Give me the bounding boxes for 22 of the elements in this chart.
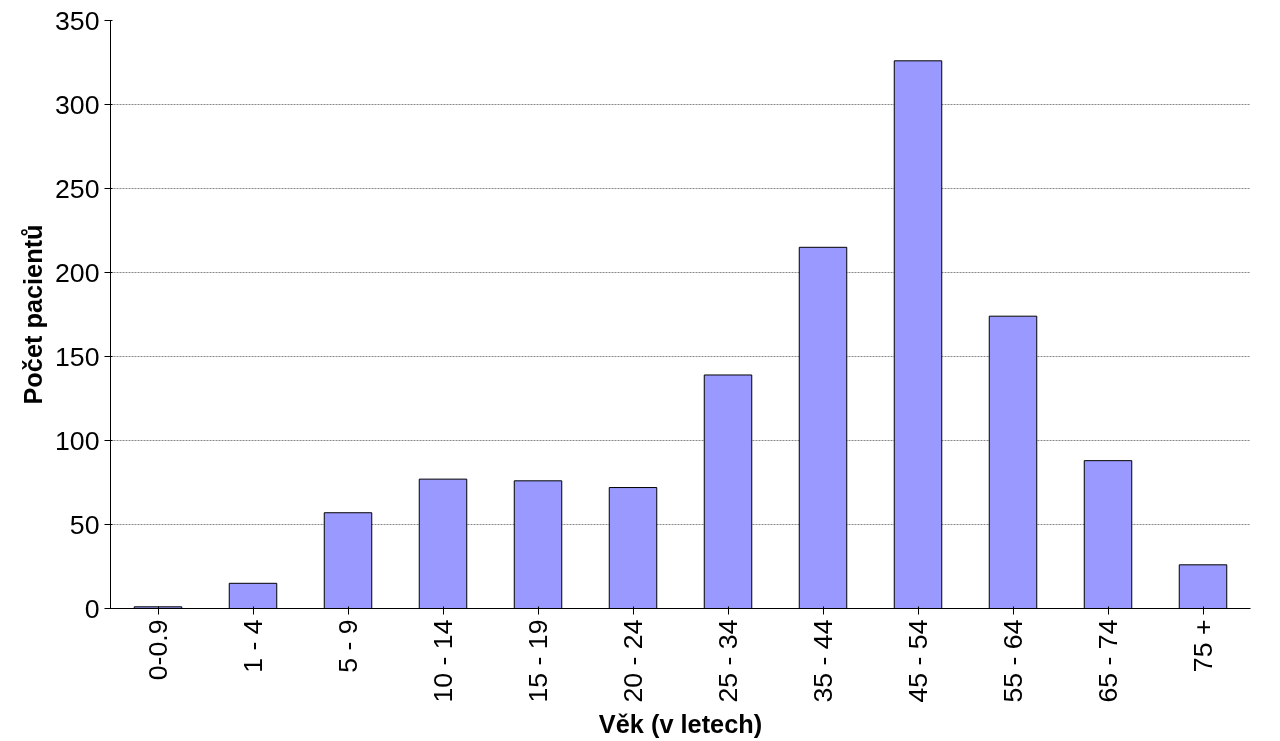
y-tick-label: 0 — [84, 593, 100, 624]
x-tick-label: 35 - 44 — [808, 619, 838, 703]
y-axis-title: Počet pacientů — [19, 224, 48, 405]
y-tick-label: 250 — [55, 173, 100, 204]
y-tick-label: 350 — [55, 5, 100, 36]
x-tick-label: 15 - 19 — [523, 619, 553, 703]
x-tick-label: 45 - 54 — [903, 619, 933, 703]
x-tick-label: 25 - 34 — [713, 619, 743, 703]
y-tick-label: 100 — [55, 425, 100, 456]
y-tick-label: 50 — [69, 509, 100, 540]
y-tick-label: 150 — [55, 341, 100, 372]
x-tick-label: 55 - 64 — [998, 619, 1028, 703]
y-tick-label: 200 — [55, 257, 100, 288]
x-tick-label: 20 - 24 — [618, 619, 648, 703]
x-axis-title: Věk (v letech) — [598, 710, 763, 739]
x-tick-label: 75 + — [1188, 619, 1218, 673]
y-tick-label: 300 — [55, 89, 100, 120]
x-tick-label: 5 - 9 — [333, 619, 363, 673]
x-tick-label: 65 - 74 — [1093, 619, 1123, 703]
x-tick-label: 1 - 4 — [238, 619, 268, 673]
x-tick-label: 10 - 14 — [428, 619, 458, 703]
x-tick-label: 0-0.9 — [143, 619, 173, 681]
